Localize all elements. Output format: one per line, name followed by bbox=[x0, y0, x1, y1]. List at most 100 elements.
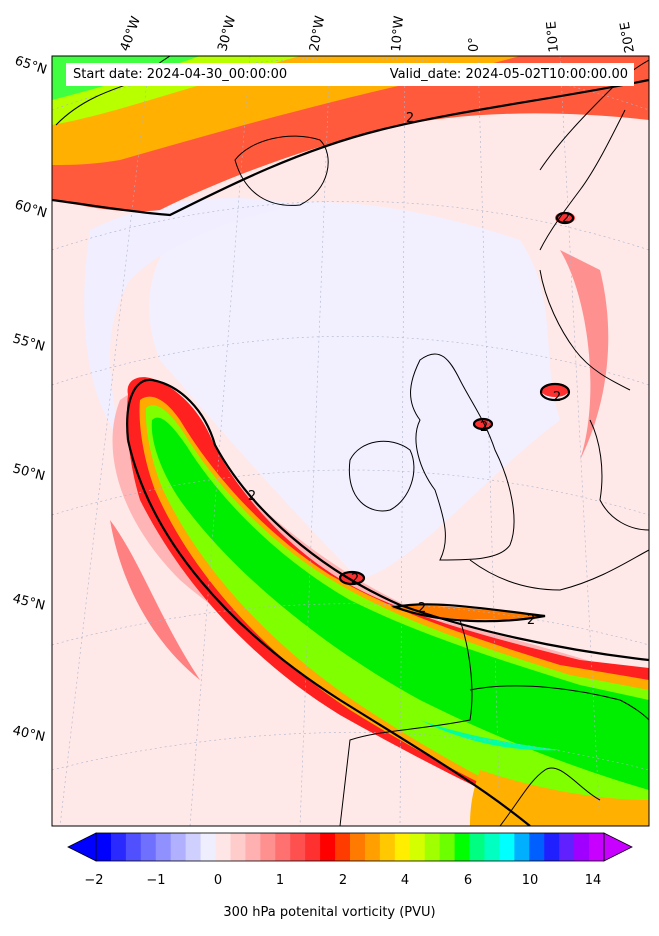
colorbar-segment bbox=[215, 833, 231, 861]
contour-label: 2 bbox=[480, 420, 488, 435]
colorbar-frame bbox=[95, 832, 605, 862]
coast-iceland bbox=[234, 135, 329, 206]
contour-biscay bbox=[391, 603, 546, 623]
colorbar-segment bbox=[529, 833, 545, 861]
longitude-label: 10°E bbox=[544, 21, 562, 53]
streamer-jet-core bbox=[151, 417, 649, 790]
colorbar-segment bbox=[469, 833, 485, 861]
coast-ireland bbox=[348, 440, 415, 512]
colorbar-title: 300 hPa potenital vorticity (PVU) bbox=[223, 905, 436, 920]
colorbar-tick-label: 0 bbox=[214, 873, 222, 888]
colorbar-segment bbox=[364, 833, 381, 861]
colorbar-segment bbox=[290, 833, 306, 861]
colorbar-segment bbox=[589, 833, 605, 861]
colorbar-tick-label: 6 bbox=[464, 873, 472, 888]
contour-streamer-south bbox=[126, 439, 531, 826]
colorbar-tick-label: 4 bbox=[401, 873, 409, 888]
pv-filament-biscay bbox=[390, 605, 545, 620]
longitude-label: 20°E bbox=[618, 21, 638, 54]
coast-norway-north bbox=[539, 59, 649, 171]
start-date-text: Start date: 2024-04-30_00:00:00 bbox=[73, 67, 288, 82]
colorbar-segment bbox=[335, 833, 351, 861]
colorbar-segment bbox=[155, 833, 172, 861]
contour-label: 2 bbox=[406, 111, 414, 126]
latitude-label: 50°N bbox=[11, 461, 47, 484]
latitude-label: 55°N bbox=[11, 331, 47, 354]
coast-africa bbox=[499, 767, 601, 826]
low-pv-region bbox=[149, 202, 560, 580]
colorbar-segment bbox=[230, 833, 246, 861]
longitude-labels: 40°W 30°W 20°W 10°W 0° 10°E 20°E bbox=[118, 14, 638, 54]
longitude-label: 40°W bbox=[118, 14, 144, 53]
colorbar-segment bbox=[484, 833, 500, 861]
contour-label: 2 bbox=[562, 211, 570, 226]
colorbar-segment bbox=[110, 833, 127, 861]
coast-norway-west bbox=[539, 109, 626, 251]
latitude-label: 40°N bbox=[11, 723, 46, 745]
colorbar-tick-label: 14 bbox=[585, 873, 602, 888]
colorbar-tick-label: −1 bbox=[146, 873, 165, 888]
date-info-box: Start date: 2024-04-30_00:00:00 Valid_da… bbox=[66, 63, 634, 86]
colorbar-tick-label: 2 bbox=[339, 873, 347, 888]
colorbar-extend-high bbox=[603, 832, 633, 862]
colorbar-segment bbox=[499, 833, 515, 861]
colorbar-segment bbox=[379, 833, 396, 861]
coast-france-north bbox=[469, 549, 649, 591]
colorbar-segment bbox=[559, 833, 575, 861]
pv-2-contours bbox=[52, 78, 649, 826]
colorbar-segment bbox=[200, 833, 217, 861]
longitude-label: 0° bbox=[467, 37, 482, 52]
longitude-label: 30°W bbox=[215, 14, 239, 53]
contour-label: 2 bbox=[351, 572, 359, 587]
contour-uk bbox=[472, 417, 494, 431]
coast-mediterranean bbox=[469, 685, 649, 721]
contour-label-group: 2 2 2 2 2 2 2 2 bbox=[248, 111, 570, 628]
colorbar-segment bbox=[424, 833, 441, 861]
contour-label: 2 bbox=[248, 489, 256, 504]
coast-denmark bbox=[589, 419, 649, 531]
contour-atlantic bbox=[338, 570, 366, 586]
coast-great-britain bbox=[410, 353, 515, 561]
latitude-labels: 65°N 60°N 55°N 50°N 45°N 40°N bbox=[11, 54, 49, 746]
colorbar-segment bbox=[454, 833, 471, 861]
colorbar-segment bbox=[96, 833, 112, 861]
contour-north bbox=[52, 78, 649, 217]
colorbar-tick-label: −2 bbox=[84, 873, 103, 888]
valid-date-text: Valid_date: 2024-05-02T10:00:00.00 bbox=[389, 67, 628, 82]
coast-norway-south bbox=[539, 269, 631, 391]
colorbar-segment bbox=[439, 833, 456, 861]
colorbar-segment bbox=[514, 833, 530, 861]
colorbar-segment bbox=[320, 833, 336, 861]
colorbar-segment bbox=[275, 833, 291, 861]
low-pv-band-west bbox=[84, 198, 300, 440]
contour-north-sea bbox=[539, 382, 571, 402]
contour-label: 2 bbox=[527, 613, 535, 628]
colorbar-segment bbox=[409, 833, 426, 861]
coastlines bbox=[55, 56, 649, 826]
latitude-label: 65°N bbox=[13, 54, 49, 78]
colorbar-segment bbox=[260, 833, 276, 861]
colorbar-tick-label: 1 bbox=[276, 873, 284, 888]
southeast-high-pv bbox=[470, 770, 649, 826]
coast-iberia-west bbox=[339, 619, 473, 826]
colorbar-segment bbox=[185, 833, 202, 861]
map-frame bbox=[51, 55, 650, 827]
longitude-label: 10°W bbox=[389, 15, 407, 52]
colorbar-segment bbox=[574, 833, 590, 861]
longitude-label: 20°W bbox=[307, 15, 328, 53]
colorbar-segment bbox=[350, 833, 366, 861]
pv-filament-scandinavia bbox=[560, 250, 609, 460]
contour-norway bbox=[555, 211, 575, 225]
map-plot-area: 2 2 2 2 2 2 2 2 bbox=[52, 56, 649, 826]
pv-blob-north-sea bbox=[541, 383, 569, 397]
colorbar-extend-low bbox=[67, 832, 97, 862]
streamer-jet-maximum bbox=[420, 720, 560, 751]
colorbar-segment bbox=[170, 833, 187, 861]
contour-streamer-north bbox=[126, 378, 649, 662]
colorbar-segment bbox=[305, 833, 321, 861]
colorbar-ticks: −2 −1 0 1 2 4 6 10 14 bbox=[84, 873, 601, 888]
colorbar-tick-label: 10 bbox=[522, 873, 539, 888]
colorbar-segment bbox=[245, 833, 261, 861]
pv-blob-uk bbox=[473, 419, 493, 429]
